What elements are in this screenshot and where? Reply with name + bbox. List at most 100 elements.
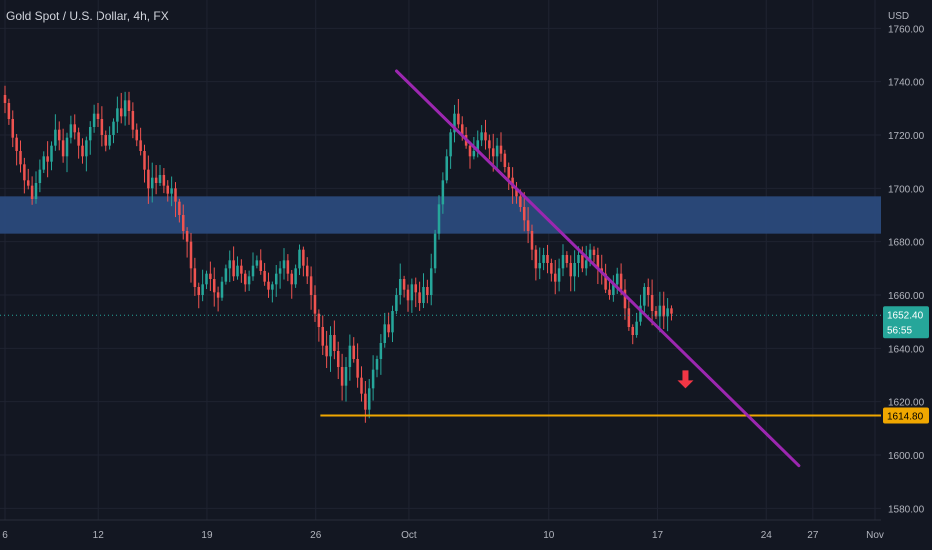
- candle: [170, 188, 173, 194]
- x-tick-label: 24: [761, 530, 773, 541]
- candle: [100, 119, 104, 135]
- price-axis[interactable]: [881, 0, 932, 550]
- support-price-tag: [883, 407, 929, 424]
- x-tick-label: 27: [807, 530, 819, 541]
- candle: [460, 124, 464, 135]
- candle: [96, 113, 100, 119]
- candle: [181, 215, 185, 231]
- candle: [127, 100, 131, 111]
- candle: [418, 292, 421, 303]
- x-tick-label: 12: [93, 530, 105, 541]
- y-tick-label: 1740.00: [888, 78, 925, 89]
- candle: [495, 145, 499, 157]
- candle: [317, 313, 321, 327]
- candle: [290, 273, 294, 285]
- candle: [530, 231, 534, 250]
- candle: [670, 308, 673, 314]
- candle: [553, 273, 557, 282]
- candles: [3, 85, 673, 423]
- candle: [468, 145, 472, 157]
- x-tick-label: 19: [201, 530, 213, 541]
- candle: [588, 249, 592, 261]
- candle: [139, 140, 142, 151]
- candle: [3, 95, 7, 103]
- candle: [426, 287, 429, 295]
- candle: [596, 255, 600, 269]
- candle: [433, 233, 437, 269]
- candle: [143, 151, 146, 170]
- x-tick-label: 10: [543, 530, 555, 541]
- x-tick-label: 17: [652, 530, 664, 541]
- candle: [371, 369, 375, 389]
- currency-label: USD: [888, 11, 909, 22]
- candle: [220, 281, 224, 298]
- candle: [23, 164, 26, 181]
- y-tick-label: 1760.00: [888, 24, 925, 35]
- candle: [406, 289, 410, 301]
- candle: [325, 345, 328, 357]
- candle: [398, 279, 402, 295]
- candle: [569, 263, 572, 277]
- candle: [166, 185, 170, 194]
- candle: [429, 268, 433, 295]
- grid: [0, 0, 932, 521]
- candle: [294, 268, 297, 285]
- y-tick-label: 1620.00: [888, 398, 925, 409]
- candle: [457, 113, 460, 125]
- candle: [348, 345, 352, 367]
- candle: [356, 359, 359, 378]
- y-tick-label: 1580.00: [888, 504, 925, 515]
- candle: [584, 260, 588, 269]
- candle: [255, 260, 259, 266]
- x-tick-label: Nov: [866, 530, 884, 541]
- candle: [472, 151, 476, 157]
- chart-title: Gold Spot / U.S. Dollar, 4h, FX: [6, 9, 169, 23]
- x-tick-label: 6: [2, 530, 8, 541]
- candle: [228, 260, 232, 269]
- candle: [158, 175, 162, 183]
- candle: [224, 268, 228, 282]
- candle: [410, 284, 414, 301]
- candle: [453, 113, 456, 133]
- candle: [422, 287, 425, 303]
- y-tick-label: 1680.00: [888, 238, 925, 249]
- x-tick-label: 26: [310, 530, 322, 541]
- candle: [557, 268, 561, 282]
- candle: [631, 327, 634, 335]
- candle: [395, 295, 398, 311]
- candle: [112, 121, 115, 135]
- candle: [85, 140, 88, 157]
- candle: [612, 284, 615, 295]
- candle: [352, 345, 355, 359]
- candle: [449, 132, 452, 157]
- candle: [7, 103, 11, 119]
- candle: [379, 343, 383, 359]
- candle: [88, 127, 92, 141]
- candle: [305, 265, 309, 277]
- price-tags: 1652.40 56:55 1614.80: [883, 306, 929, 424]
- candle: [189, 241, 193, 269]
- candle: [344, 367, 348, 386]
- down-arrow-icon[interactable]: [677, 370, 694, 389]
- candle: [360, 377, 363, 394]
- last-price-label: 1652.40: [887, 310, 924, 321]
- candle: [38, 169, 42, 183]
- candle: [615, 273, 619, 285]
- candle: [263, 271, 266, 282]
- candle: [286, 260, 290, 274]
- candle: [154, 177, 158, 183]
- candle: [480, 132, 483, 141]
- candle: [367, 388, 371, 410]
- resistance-zone: [0, 196, 881, 234]
- candle: [581, 255, 584, 269]
- candle: [15, 137, 18, 151]
- candle: [635, 321, 638, 335]
- candle: [592, 249, 596, 255]
- trendline[interactable]: [395, 69, 801, 468]
- candle: [236, 265, 239, 277]
- candle: [561, 255, 565, 269]
- candle: [54, 129, 57, 146]
- candle: [654, 311, 658, 317]
- candle: [375, 359, 379, 370]
